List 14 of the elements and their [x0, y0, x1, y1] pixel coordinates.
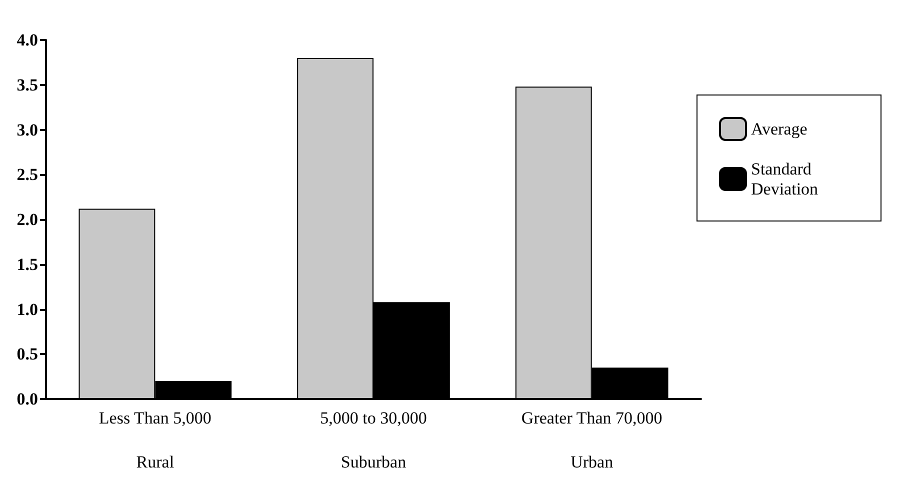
category-label: Greater Than 70,000 Urban: [521, 408, 662, 472]
y-tick-label: 1.0: [16, 300, 38, 319]
y-tick-label: 1.5: [16, 254, 38, 274]
legend-label: Standard Deviation: [751, 160, 819, 198]
y-tick-label: 2.0: [16, 210, 38, 229]
y-tick-label: 3.0: [16, 120, 38, 140]
y-tick-label: 4.0: [16, 30, 38, 50]
category-label: 5,000 to 30,000 Suburban: [320, 408, 427, 472]
y-tick-label: 2.5: [16, 165, 38, 184]
y-tick-label: 3.5: [16, 75, 38, 94]
y-tick-label: 0.0: [16, 390, 38, 408]
legend-label: Average: [751, 120, 808, 138]
category-label: Less Than 5,000 Rural: [98, 408, 212, 472]
y-tick-label: 0.5: [16, 344, 38, 364]
